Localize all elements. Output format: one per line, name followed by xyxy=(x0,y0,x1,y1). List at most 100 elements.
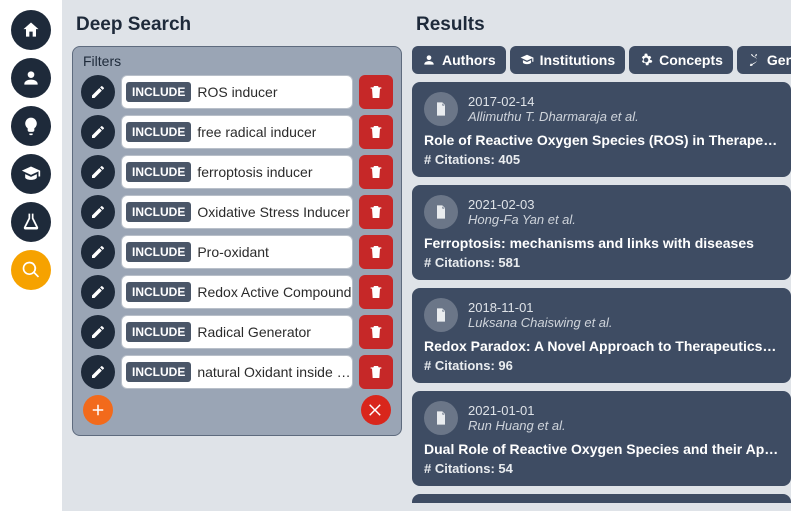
edit-filter-button[interactable] xyxy=(81,195,115,229)
search-icon xyxy=(21,260,41,280)
result-citations: # Citations: 54 xyxy=(424,461,779,476)
delete-filter-button[interactable] xyxy=(359,195,393,229)
filter-mode-tag: INCLUDE xyxy=(126,202,191,222)
trash-icon xyxy=(368,364,384,380)
result-authors: Luksana Chaiswing et al. xyxy=(468,315,613,330)
results-panel: Results Authors Institutions Concepts Ge… xyxy=(412,8,791,503)
trash-icon xyxy=(368,244,384,260)
result-title: Ferroptosis: mechanisms and links with d… xyxy=(424,235,779,251)
tab-concepts[interactable]: Concepts xyxy=(629,46,733,74)
plus-icon xyxy=(89,401,107,419)
result-date: 2017-02-14 xyxy=(468,94,639,109)
trash-icon xyxy=(368,164,384,180)
dna-icon xyxy=(747,53,761,67)
delete-filter-button[interactable] xyxy=(359,235,393,269)
tab-label: Institutions xyxy=(540,52,615,68)
filter-text: Redox Active Compound xyxy=(191,284,351,300)
filter-text: Oxidative Stress Inducer xyxy=(191,204,350,220)
close-filters-button[interactable] xyxy=(361,395,391,425)
delete-filter-button[interactable] xyxy=(359,275,393,309)
trash-icon xyxy=(368,284,384,300)
filter-mode-tag: INCLUDE xyxy=(126,162,191,182)
results-tabs: Authors Institutions Concepts Genes xyxy=(412,46,791,74)
filter-mode-tag: INCLUDE xyxy=(126,82,191,102)
result-card[interactable]: 2017-02-14Allimuthu T. Dharmaraja et al.… xyxy=(412,82,791,177)
filters-box: Filters INCLUDEROS inducerINCLUDEfree ra… xyxy=(72,46,402,436)
edit-filter-button[interactable] xyxy=(81,275,115,309)
filter-pill[interactable]: INCLUDERedox Active Compound xyxy=(121,275,353,309)
filter-text: Radical Generator xyxy=(191,324,311,340)
filter-text: Pro-oxidant xyxy=(191,244,269,260)
tab-label: Concepts xyxy=(659,52,723,68)
result-card[interactable]: 2018-11-01Luksana Chaiswing et al.Redox … xyxy=(412,288,791,383)
add-filter-button[interactable] xyxy=(83,395,113,425)
nav-home[interactable] xyxy=(11,10,51,50)
edit-filter-button[interactable] xyxy=(81,315,115,349)
deep-search-panel: Deep Search Filters INCLUDEROS inducerIN… xyxy=(72,8,402,503)
nav-ideas[interactable] xyxy=(11,106,51,146)
filter-row: INCLUDEnatural Oxidant inside cell xyxy=(81,355,393,389)
tab-authors[interactable]: Authors xyxy=(412,46,506,74)
pencil-icon xyxy=(90,204,106,220)
filter-pill[interactable]: INCLUDEferroptosis inducer xyxy=(121,155,353,189)
delete-filter-button[interactable] xyxy=(359,315,393,349)
tab-genes[interactable]: Genes xyxy=(737,46,791,74)
document-icon xyxy=(424,195,458,229)
trash-icon xyxy=(368,204,384,220)
filter-pill[interactable]: INCLUDERadical Generator xyxy=(121,315,353,349)
pencil-icon xyxy=(90,124,106,140)
delete-filter-button[interactable] xyxy=(359,115,393,149)
nav-search[interactable] xyxy=(11,250,51,290)
edit-filter-button[interactable] xyxy=(81,155,115,189)
nav-institutions[interactable] xyxy=(11,154,51,194)
result-date: 2021-01-01 xyxy=(468,403,566,418)
filter-text: ferroptosis inducer xyxy=(191,164,312,180)
tab-label: Authors xyxy=(442,52,496,68)
document-icon xyxy=(424,401,458,435)
trash-icon xyxy=(368,84,384,100)
pencil-icon xyxy=(90,364,106,380)
filter-pill[interactable]: INCLUDEOxidative Stress Inducer xyxy=(121,195,353,229)
result-card[interactable]: 2021-01-01Run Huang et al. Dual Role of R… xyxy=(412,391,791,486)
result-title: Redox Paradox: A Novel Approach to Thera… xyxy=(424,338,779,354)
nav-lab[interactable] xyxy=(11,202,51,242)
close-icon xyxy=(367,401,385,419)
result-title: Dual Role of Reactive Oxygen Species and… xyxy=(424,441,779,457)
filter-row: INCLUDEOxidative Stress Inducer xyxy=(81,195,393,229)
edit-filter-button[interactable] xyxy=(81,75,115,109)
gear-icon xyxy=(639,53,653,67)
graduation-cap-icon xyxy=(520,53,534,67)
pencil-icon xyxy=(90,244,106,260)
nav-user[interactable] xyxy=(11,58,51,98)
filter-mode-tag: INCLUDE xyxy=(126,282,191,302)
edit-filter-button[interactable] xyxy=(81,235,115,269)
filter-row: INCLUDEPro-oxidant xyxy=(81,235,393,269)
filter-row: INCLUDEROS inducer xyxy=(81,75,393,109)
filter-text: free radical inducer xyxy=(191,124,316,140)
result-title: Role of Reactive Oxygen Species (ROS) in… xyxy=(424,132,779,148)
result-card[interactable]: 2023-01-17Celia María Curieses Andrés et… xyxy=(412,494,791,503)
filter-pill[interactable]: INCLUDEfree radical inducer xyxy=(121,115,353,149)
filter-row: INCLUDEfree radical inducer xyxy=(81,115,393,149)
user-icon xyxy=(422,53,436,67)
delete-filter-button[interactable] xyxy=(359,155,393,189)
filter-pill[interactable]: INCLUDEROS inducer xyxy=(121,75,353,109)
delete-filter-button[interactable] xyxy=(359,75,393,109)
result-authors: Run Huang et al. xyxy=(468,418,566,433)
document-icon xyxy=(424,92,458,126)
result-authors: Hong-Fa Yan et al. xyxy=(468,212,576,227)
nav-rail xyxy=(0,0,62,511)
trash-icon xyxy=(368,324,384,340)
result-date: 2021-02-03 xyxy=(468,197,576,212)
tab-institutions[interactable]: Institutions xyxy=(510,46,625,74)
edit-filter-button[interactable] xyxy=(81,355,115,389)
filter-text: ROS inducer xyxy=(191,84,277,100)
filter-pill[interactable]: INCLUDEPro-oxidant xyxy=(121,235,353,269)
delete-filter-button[interactable] xyxy=(359,355,393,389)
edit-filter-button[interactable] xyxy=(81,115,115,149)
user-icon xyxy=(21,68,41,88)
filter-mode-tag: INCLUDE xyxy=(126,122,191,142)
filter-pill[interactable]: INCLUDEnatural Oxidant inside cell xyxy=(121,355,353,389)
result-card[interactable]: 2021-02-03Hong-Fa Yan et al. Ferroptosis:… xyxy=(412,185,791,280)
tab-label: Genes xyxy=(767,52,791,68)
